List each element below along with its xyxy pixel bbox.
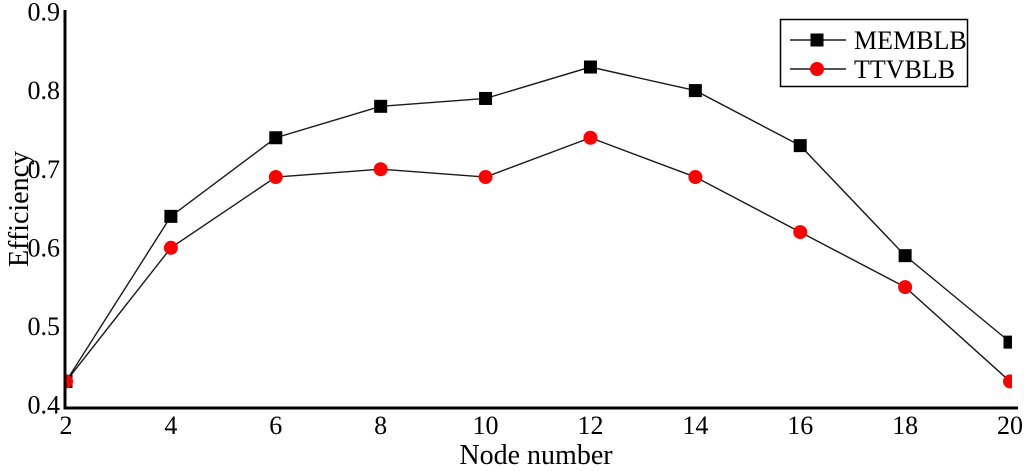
x-axis-tick-labels: 2 4 6 8 10 12 14 16 18 20 bbox=[60, 411, 1024, 440]
legend-ttvblb-label: TTVBLB bbox=[854, 55, 955, 84]
data-point-ttvblb-x2 bbox=[65, 374, 73, 389]
data-point-ttvblb-x18 bbox=[898, 280, 913, 295]
series-line-memblb bbox=[65, 66, 1011, 382]
data-point-ttvblb-x20 bbox=[1003, 374, 1012, 389]
x-tick-label-2: 2 bbox=[60, 411, 73, 440]
y-axis-tick-labels: 0.4 0.5 0.6 0.7 0.8 0.9 bbox=[28, 0, 61, 420]
y-axis-title: Efficiency bbox=[4, 151, 35, 267]
legend-memblb-label: MEMBLB bbox=[854, 26, 967, 55]
legend: MEMBLB TTVBLB bbox=[779, 18, 969, 88]
x-tick-label-8: 8 bbox=[374, 411, 387, 440]
data-point-ttvblb-x16 bbox=[793, 225, 808, 240]
series-line-ttvblb bbox=[65, 137, 1011, 382]
x-axis-title: Node number bbox=[459, 440, 613, 471]
x-tick-label-12: 12 bbox=[577, 411, 603, 440]
y-tick-label-0.9: 0.9 bbox=[28, 0, 61, 27]
x-tick-label-14: 14 bbox=[682, 411, 708, 440]
y-tick-label-0.7: 0.7 bbox=[28, 155, 61, 184]
data-point-memblb-x12 bbox=[583, 60, 597, 74]
x-tick-label-16: 16 bbox=[787, 411, 813, 440]
data-point-memblb-x18 bbox=[898, 249, 912, 263]
data-point-ttvblb-x4 bbox=[163, 240, 178, 255]
data-series-group bbox=[65, 60, 1012, 389]
data-point-memblb-x8 bbox=[374, 99, 388, 113]
data-point-memblb-x4 bbox=[164, 209, 178, 223]
x-tick-label-4: 4 bbox=[164, 411, 177, 440]
y-tick-label-0.8: 0.8 bbox=[28, 76, 61, 105]
data-point-memblb-x10 bbox=[479, 91, 493, 105]
y-tick-label-0.5: 0.5 bbox=[28, 312, 61, 341]
legend-ttvblb-circle-marker bbox=[810, 62, 824, 76]
x-tick-label-10: 10 bbox=[473, 411, 499, 440]
y-tick-label-0.6: 0.6 bbox=[28, 233, 61, 262]
data-point-memblb-x6 bbox=[269, 131, 283, 145]
data-point-memblb-x16 bbox=[793, 139, 807, 153]
data-point-ttvblb-x12 bbox=[583, 130, 598, 145]
x-tick-label-20: 20 bbox=[997, 411, 1023, 440]
data-point-ttvblb-x10 bbox=[478, 170, 493, 185]
data-point-ttvblb-x6 bbox=[268, 170, 283, 185]
data-point-ttvblb-x8 bbox=[373, 162, 388, 177]
data-point-memblb-x20 bbox=[1003, 335, 1012, 349]
data-point-ttvblb-x14 bbox=[688, 170, 703, 185]
y-tick-label-0.4: 0.4 bbox=[28, 391, 61, 420]
legend-memblb-square-marker bbox=[810, 33, 824, 47]
x-tick-label-18: 18 bbox=[892, 411, 918, 440]
data-point-memblb-x14 bbox=[688, 84, 702, 98]
legend-box bbox=[779, 18, 969, 88]
x-tick-label-6: 6 bbox=[269, 411, 282, 440]
